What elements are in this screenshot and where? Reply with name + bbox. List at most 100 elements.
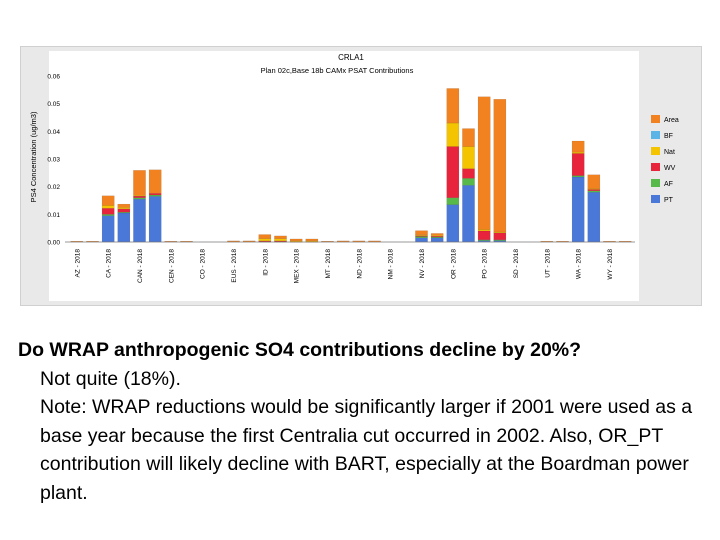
y-tick-label: 0.02 xyxy=(47,184,60,191)
legend-label-bf: BF xyxy=(664,133,673,140)
x-tick-label: OR - 2018 xyxy=(450,249,457,279)
x-tick-label: SD - 2018 xyxy=(513,249,520,279)
chart-frame: CRLA1 Plan 02c,Base 18b CAMx PSAT Contri… xyxy=(20,46,702,306)
bar-segment-af xyxy=(415,236,428,239)
note-text: Note: WRAP reductions would be significa… xyxy=(40,396,693,504)
legend-swatch-pt xyxy=(651,195,660,203)
bar-segment-af xyxy=(148,194,162,197)
y-tick-label: 0.05 xyxy=(47,101,60,108)
x-tick-label: ID - 2018 xyxy=(262,249,269,276)
bar-segment-wv xyxy=(101,208,115,215)
stacked-bar-chart: CRLA1 Plan 02c,Base 18b CAMx PSAT Contri… xyxy=(29,51,679,301)
y-tick-label: 0.06 xyxy=(47,74,60,81)
bar-segment-wv xyxy=(477,230,491,240)
x-tick-label: CEN - 2018 xyxy=(168,249,175,283)
x-tick-label: WY - 2018 xyxy=(607,249,614,280)
bar-segment-af xyxy=(587,190,601,193)
x-tick-labels: AZ - 2018 CA - 2018 CAN - 2018 CEN - 2018 CO… xyxy=(74,249,614,284)
legend-swatch-area xyxy=(651,115,660,123)
bar-segment-area xyxy=(493,99,507,233)
chart-subtitle: Plan 02c,Base 18b CAMx PSAT Contribution… xyxy=(261,66,414,75)
bar-segment-pt xyxy=(148,196,162,243)
bar-segment-area xyxy=(148,169,162,194)
bar-segment-area xyxy=(462,128,475,147)
bar-segment-area xyxy=(258,234,272,239)
x-tick-label: WA - 2018 xyxy=(576,249,583,279)
bar-segment-area xyxy=(430,233,444,236)
x-tick-label: ND - 2018 xyxy=(356,249,363,279)
bar-segment-af xyxy=(477,239,491,241)
x-tick-label: PO - 2018 xyxy=(482,249,489,279)
x-tick-label: NV - 2018 xyxy=(419,249,426,279)
chart-legend: Area BF Nat WV AF PT xyxy=(651,115,679,204)
legend-label-nat: Nat xyxy=(664,149,675,156)
x-tick-label: MEX - 2018 xyxy=(294,249,301,284)
legend-swatch-nat xyxy=(651,147,660,155)
legend-swatch-af xyxy=(651,179,660,187)
y-tick-labels: 0.00 0.01 0.02 0.03 0.04 0.05 0.06 xyxy=(47,74,60,247)
bar-segment-nat xyxy=(446,122,460,147)
legend-label-af: AF xyxy=(664,181,673,188)
bar-segment-af xyxy=(446,197,460,205)
bar-segment-area xyxy=(446,88,460,124)
x-tick-label: MT - 2018 xyxy=(325,249,332,279)
bar-segment-af xyxy=(101,214,115,216)
bar-segment-pt xyxy=(117,212,131,243)
x-tick-label: EUS - 2018 xyxy=(231,249,238,283)
bar-segment-wv xyxy=(462,168,475,179)
x-tick-label: CAN - 2018 xyxy=(137,249,144,283)
chart-title: CRLA1 xyxy=(338,53,364,62)
bar-segment-area xyxy=(133,170,146,196)
bar-segment-pt xyxy=(430,237,444,243)
bar-segment-wv xyxy=(587,189,601,191)
bar-series xyxy=(70,88,632,243)
bar-segment-area xyxy=(571,140,585,153)
bar-segment-af xyxy=(462,178,475,186)
x-tick-label: AZ - 2018 xyxy=(74,249,81,278)
legend-swatch-bf xyxy=(651,131,660,139)
bar-segment-wv xyxy=(571,153,585,176)
legend-swatch-wv xyxy=(651,163,660,171)
y-tick-label: 0.03 xyxy=(47,157,60,164)
question-heading: Do WRAP anthropogenic SO4 contributions … xyxy=(18,339,582,361)
x-tick-label: UT - 2018 xyxy=(544,249,551,278)
bar-segment-pt xyxy=(571,176,585,243)
bar-segment-area xyxy=(477,96,491,230)
bar-segment-pt xyxy=(415,237,428,243)
bar-segment-wv xyxy=(148,193,162,196)
bar-segment-nat xyxy=(571,151,585,154)
bar-segment-area xyxy=(305,238,319,242)
y-axis-label: PS4 Concentration (ug/m3) xyxy=(29,111,38,202)
bar-segment-nat xyxy=(587,188,601,190)
y-tick-label: 0.00 xyxy=(47,240,60,247)
bar-segment-af xyxy=(133,197,146,200)
bar-segment-nat xyxy=(117,207,131,209)
y-tick-label: 0.01 xyxy=(47,212,60,219)
bar-segment-nat xyxy=(477,229,491,232)
bar-segment-pt xyxy=(462,185,475,243)
bar-segment-af xyxy=(571,175,585,178)
x-tick-label: CA - 2018 xyxy=(106,249,113,278)
bar-segment-area xyxy=(101,195,115,206)
bar-segment-nat xyxy=(101,205,115,209)
legend-label-wv: WV xyxy=(664,165,676,172)
bar-segment-nat xyxy=(258,238,272,242)
bar-segment-wv xyxy=(117,208,131,213)
x-tick-label: NM - 2018 xyxy=(388,249,395,280)
bar-segment-wv xyxy=(493,232,507,240)
slide-text: Do WRAP anthropogenic SO4 contributions … xyxy=(18,336,714,507)
legend-label-area: Area xyxy=(664,117,679,124)
bar-segment-nat xyxy=(274,238,287,242)
bar-segment-pt xyxy=(446,204,460,243)
bar-segment-area xyxy=(415,230,428,235)
legend-label-pt: PT xyxy=(664,197,674,204)
bar-segment-area xyxy=(289,238,303,242)
bar-segment-area xyxy=(117,203,131,208)
y-tick-label: 0.04 xyxy=(47,129,60,136)
bar-segment-wv xyxy=(133,195,146,198)
answer-text: Not quite (18%). xyxy=(40,367,181,390)
bar-segment-area xyxy=(274,235,287,239)
bar-segment-pt xyxy=(587,192,601,243)
bar-segment-nat xyxy=(133,195,146,197)
bar-segment-area xyxy=(587,174,601,189)
